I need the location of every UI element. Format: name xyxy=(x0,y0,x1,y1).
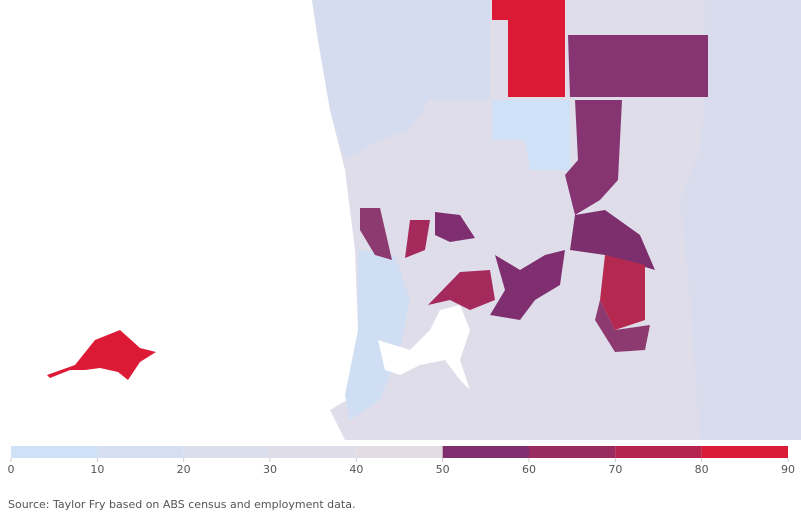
land-north xyxy=(312,0,490,160)
legend-swatch xyxy=(183,446,270,458)
island xyxy=(47,330,156,380)
region-high xyxy=(360,208,392,260)
river xyxy=(378,305,470,390)
land-east xyxy=(680,0,801,440)
legend-swatch xyxy=(270,446,357,458)
legend-tick-label: 10 xyxy=(90,463,104,476)
region-high xyxy=(435,212,475,242)
legend-swatch xyxy=(701,446,788,458)
land-coast xyxy=(345,250,410,420)
source-note: Source: Taylor Fry based on ABS census a… xyxy=(8,498,355,511)
legend-tick-label: 30 xyxy=(263,463,277,476)
legend-swatch xyxy=(442,446,529,458)
legend-tick-label: 0 xyxy=(8,463,15,476)
region-high xyxy=(565,100,622,215)
region-high xyxy=(568,35,708,97)
region-light xyxy=(492,100,570,170)
map xyxy=(47,0,801,440)
legend-swatch xyxy=(615,446,702,458)
legend-swatch xyxy=(97,446,184,458)
legend-swatch xyxy=(529,446,616,458)
legend-tick-label: 90 xyxy=(781,463,795,476)
legend-tick-label: 70 xyxy=(608,463,622,476)
region-high xyxy=(600,255,645,330)
legend-swatch xyxy=(356,446,443,458)
legend-swatch xyxy=(11,446,98,458)
region-high xyxy=(570,210,655,270)
legend-tick-label: 60 xyxy=(522,463,536,476)
region-high xyxy=(492,0,565,97)
legend: 0 10 20 30 40 50 60 70 80 90 xyxy=(8,446,795,476)
legend-tick-label: 40 xyxy=(349,463,363,476)
region-high xyxy=(490,250,565,320)
legend-tick-label: 80 xyxy=(695,463,709,476)
region-high xyxy=(595,300,650,352)
region-high xyxy=(428,270,495,310)
legend-tick-label: 20 xyxy=(177,463,191,476)
legend-tick-label: 50 xyxy=(436,463,450,476)
region-high xyxy=(405,220,430,258)
